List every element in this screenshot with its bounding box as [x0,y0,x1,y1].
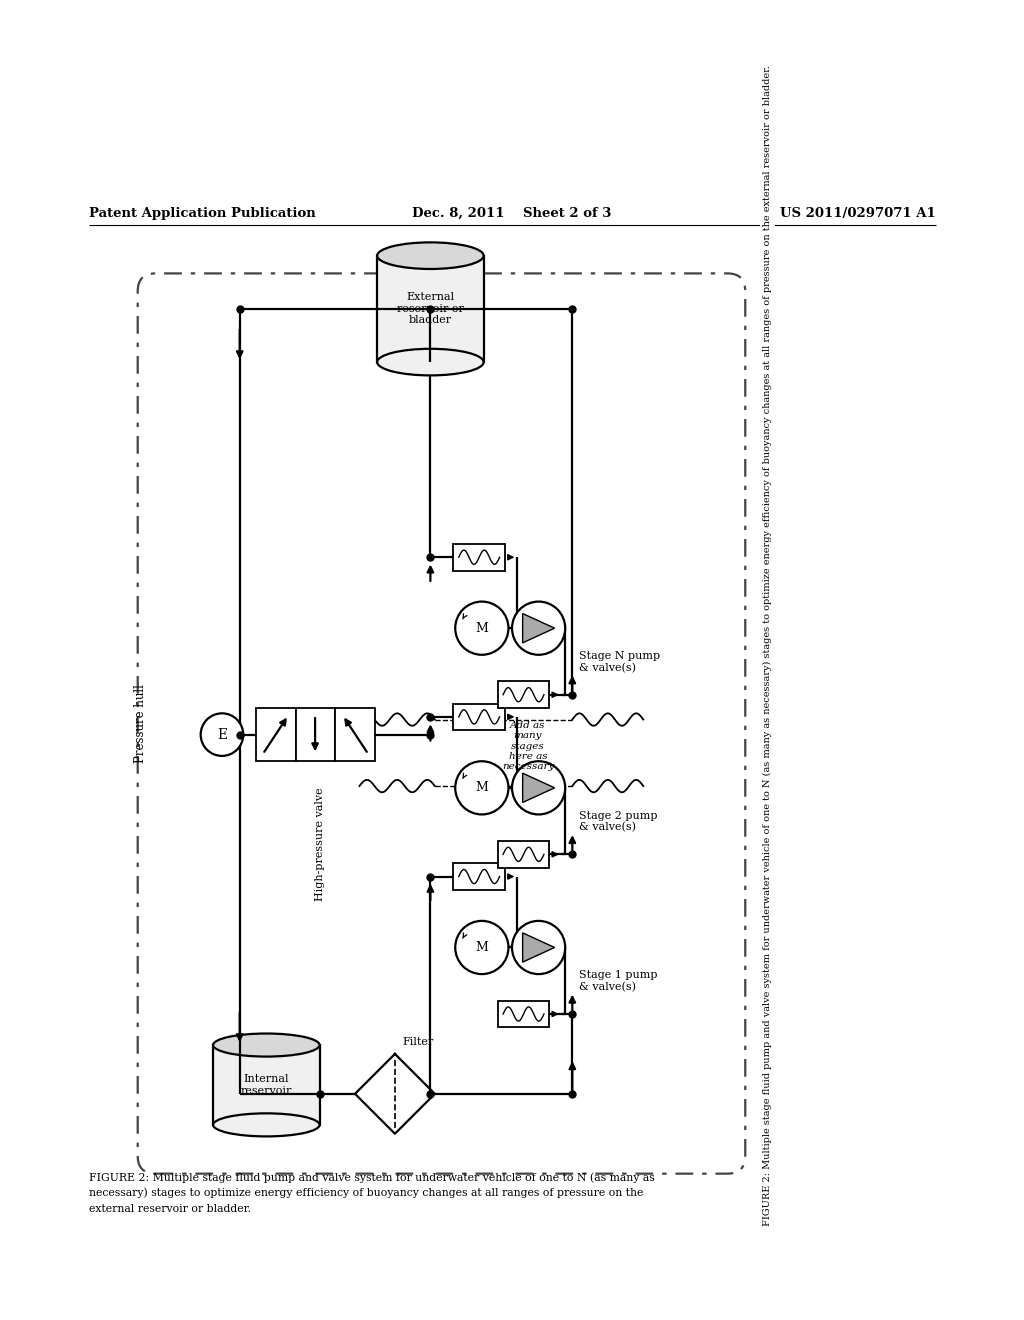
Ellipse shape [377,348,483,375]
Bar [498,1001,549,1027]
Circle shape [456,921,509,974]
Ellipse shape [213,1034,319,1056]
Bar [336,708,376,762]
Text: E: E [217,727,227,742]
Text: Add as
many
stages
here as
necessary: Add as many stages here as necessary [502,721,554,771]
Bar [454,704,505,730]
Circle shape [456,602,509,655]
Circle shape [456,762,509,814]
Circle shape [201,713,244,756]
Text: Filter: Filter [402,1036,433,1047]
Bar [454,544,505,570]
Circle shape [512,602,565,655]
Polygon shape [522,774,555,803]
Circle shape [512,921,565,974]
Text: Stage 1 pump
& valve(s): Stage 1 pump & valve(s) [579,970,657,993]
Bar [256,708,296,762]
Circle shape [512,762,565,814]
Text: Pressure hull: Pressure hull [133,685,146,763]
Text: Internal
reservoir: Internal reservoir [241,1074,292,1096]
Ellipse shape [213,1113,319,1137]
Text: Dec. 8, 2011    Sheet 2 of 3: Dec. 8, 2011 Sheet 2 of 3 [413,207,611,220]
Text: Patent Application Publication: Patent Application Publication [89,207,315,220]
Bar [498,841,549,867]
Polygon shape [522,614,555,643]
Text: M: M [475,622,488,635]
Text: High-pressure valve: High-pressure valve [314,788,325,902]
Text: necessary) stages to optimize energy efficiency of buoyancy changes at all range: necessary) stages to optimize energy eff… [89,1188,643,1199]
Bar [498,681,549,708]
Bar [296,708,336,762]
Ellipse shape [377,243,483,269]
Bar [377,256,483,362]
Text: M: M [475,781,488,795]
Bar [213,1045,319,1125]
Text: external reservoir or bladder.: external reservoir or bladder. [89,1204,251,1214]
Text: M: M [475,941,488,954]
Bar [454,863,505,890]
Polygon shape [522,933,555,962]
Text: US 2011/0297071 A1: US 2011/0297071 A1 [780,207,936,220]
Text: FIGURE 2: Multiple stage fluid pump and valve system for underwater vehicle of o: FIGURE 2: Multiple stage fluid pump and … [89,1172,654,1183]
Text: Stage 2 pump
& valve(s): Stage 2 pump & valve(s) [579,810,657,833]
Text: Stage N pump
& valve(s): Stage N pump & valve(s) [579,651,659,673]
Text: FIGURE 2: Multiple stage fluid pump and valve system for underwater vehicle of o: FIGURE 2: Multiple stage fluid pump and … [763,66,772,1226]
Text: External
reservoir or
bladder: External reservoir or bladder [397,292,464,326]
